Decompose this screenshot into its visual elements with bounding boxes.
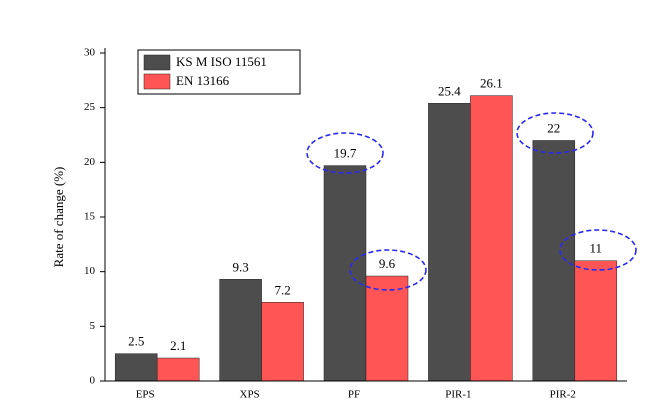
value-label: 7.2 xyxy=(274,282,290,297)
x-tick-label: PF xyxy=(348,389,360,401)
x-tick-label: PIR-1 xyxy=(445,389,471,401)
x-tick-label: PIR-2 xyxy=(550,389,576,401)
highlight-ellipse xyxy=(306,132,384,174)
legend-label: EN 13166 xyxy=(176,73,230,88)
value-label: 11 xyxy=(590,241,603,256)
bar xyxy=(532,140,576,382)
value-label: 9.6 xyxy=(379,256,396,271)
y-tick-label: 30 xyxy=(84,47,96,59)
bar xyxy=(428,103,471,382)
highlight-ellipse xyxy=(349,249,427,291)
value-label: 2.5 xyxy=(128,334,144,349)
x-tick-label: EPS xyxy=(136,389,155,401)
y-tick-label: 20 xyxy=(84,156,96,168)
value-label: 26.1 xyxy=(480,76,503,91)
bar xyxy=(219,279,262,382)
legend-swatch xyxy=(143,73,171,90)
bar xyxy=(114,353,158,382)
y-tick-label: 5 xyxy=(90,320,96,332)
bar xyxy=(365,275,409,382)
bar xyxy=(470,95,513,382)
bar xyxy=(261,302,304,382)
legend-swatch xyxy=(143,54,171,71)
y-tick-label: 10 xyxy=(84,265,96,277)
value-label: 22 xyxy=(547,120,560,135)
bar xyxy=(156,357,200,382)
bar xyxy=(323,165,367,382)
value-label: 25.4 xyxy=(438,83,461,98)
y-tick-label: 0 xyxy=(90,375,96,387)
value-label: 2.1 xyxy=(170,338,186,353)
legend-label: KS M ISO 11561 xyxy=(176,54,267,69)
annotations xyxy=(306,112,637,291)
highlight-ellipse xyxy=(516,112,594,154)
value-label: 19.7 xyxy=(334,146,357,161)
bar xyxy=(574,260,618,382)
value-label: 9.3 xyxy=(232,259,248,274)
x-tick-label: XPS xyxy=(240,389,260,401)
highlight-ellipse xyxy=(559,229,637,271)
y-tick-label: 15 xyxy=(84,211,96,223)
y-tick-label: 25 xyxy=(84,101,96,113)
y-axis-label: Rate of change (%) xyxy=(51,167,66,268)
